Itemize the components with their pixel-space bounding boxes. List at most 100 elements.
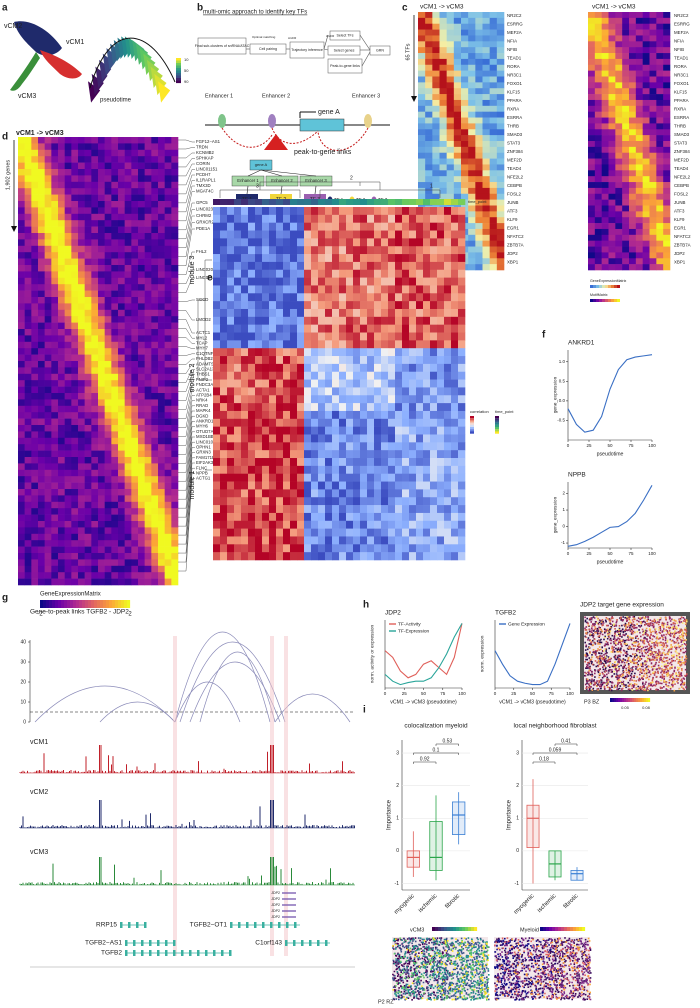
heatmap-cell — [290, 207, 298, 216]
heatmap-cell — [38, 226, 45, 234]
heatmap-cell — [663, 187, 671, 195]
heatmap-cell — [601, 146, 609, 154]
heatmap-cell — [111, 290, 119, 298]
x-tick-label: fibrotic — [563, 893, 580, 910]
heatmap-cell — [423, 426, 431, 435]
heatmap-cell — [444, 426, 452, 435]
heatmap-cell — [91, 258, 99, 266]
heatmap-cell — [241, 379, 249, 388]
heatmap-cell — [451, 481, 459, 490]
heatmap-cell — [124, 201, 132, 208]
heatmap-cell — [269, 481, 277, 490]
heatmap-cell — [311, 293, 319, 302]
heatmap-cell — [24, 194, 32, 202]
heatmap-cell — [339, 403, 347, 412]
heatmap-cell — [98, 265, 105, 272]
heatmap-cell — [269, 316, 277, 325]
heatmap-cell — [663, 53, 671, 60]
heatmap-cell — [64, 489, 72, 496]
heatmap-cell — [353, 293, 361, 302]
heatmap-cell — [51, 181, 59, 189]
heatmap-cell — [622, 158, 630, 165]
heatmap-cell — [111, 540, 119, 547]
heatmap-cell — [663, 152, 671, 159]
heatmap-cell — [98, 527, 105, 535]
heatmap-cell — [423, 395, 431, 404]
heatmap-cell — [608, 99, 616, 107]
heatmap-cell — [151, 559, 159, 567]
heatmap-cell — [453, 111, 462, 118]
heatmap-cell — [171, 137, 179, 144]
heatmap-cell — [44, 271, 52, 279]
label: JDP2 — [271, 915, 280, 919]
heatmap-cell — [111, 341, 119, 349]
heatmap-cell — [423, 332, 431, 341]
heatmap-cell — [416, 465, 424, 475]
heatmap-cell — [91, 309, 99, 317]
heatmap-cell — [71, 508, 79, 515]
heatmap-cell — [290, 395, 298, 404]
heatmap-cell — [409, 403, 417, 412]
heatmap-cell — [164, 143, 172, 151]
heatmap-cell — [31, 169, 39, 176]
heatmap-cell — [213, 285, 221, 294]
heatmap-cell — [269, 214, 277, 223]
heatmap-cell — [124, 137, 132, 144]
heatmap-cell — [262, 552, 270, 561]
heatmap-cell — [24, 233, 32, 240]
heatmap-cell — [269, 230, 277, 239]
heatmap-cell — [124, 290, 132, 298]
y-tick-label: 0.0 — [559, 398, 566, 403]
heatmap-cell — [144, 169, 152, 176]
heatmap-cell — [423, 222, 431, 231]
heatmap-cell — [629, 205, 637, 212]
heatmap-cell — [444, 512, 452, 522]
heatmap-cell — [458, 308, 466, 318]
heatmap-cell — [276, 324, 284, 333]
heatmap-cell — [24, 399, 32, 407]
heatmap-cell — [158, 412, 165, 419]
heatmap-cell — [374, 552, 382, 561]
heatmap-cell — [220, 442, 228, 451]
heatmap-cell — [381, 465, 389, 475]
heatmap-cell — [360, 254, 368, 263]
heatmap-cell — [325, 238, 333, 247]
heatmap-cell — [446, 164, 455, 171]
heatmap-cell — [124, 265, 132, 272]
heatmap-cell — [31, 271, 39, 279]
heatmap-cell — [234, 222, 242, 231]
heatmap-cell — [588, 211, 596, 218]
heatmap-cell — [104, 476, 112, 483]
heatmap-cell — [44, 297, 52, 304]
heatmap-cell — [91, 271, 99, 279]
heatmap-cell — [164, 450, 172, 458]
heatmap-cell — [311, 473, 319, 482]
heatmap-cell — [158, 239, 165, 247]
heatmap-cell — [213, 458, 221, 467]
gene-label: ZNF384 — [507, 149, 523, 154]
heatmap-cell — [425, 35, 433, 42]
heatmap-cell — [283, 450, 291, 459]
heatmap-cell — [151, 220, 159, 227]
heatmap-cell — [395, 230, 403, 239]
gene-label: MXD1BB — [196, 434, 214, 439]
heatmap-cell — [234, 512, 242, 522]
heatmap-cell — [131, 578, 139, 586]
heatmap-cell — [104, 271, 112, 279]
heatmap-cell — [138, 156, 145, 163]
heatmap-cell — [594, 146, 602, 154]
heatmap-cell — [151, 373, 159, 381]
heatmap-cell — [98, 418, 105, 426]
heatmap-cell — [444, 520, 452, 529]
heatmap-cell — [395, 371, 403, 380]
heatmap-cell — [423, 269, 431, 278]
heatmap-cell — [24, 546, 32, 554]
heatmap-cell — [622, 187, 630, 195]
heatmap-cell — [104, 540, 112, 547]
heatmap-cell — [227, 387, 235, 396]
heatmap-cell — [353, 450, 361, 459]
heatmap-cell — [241, 254, 249, 263]
heatmap-cell — [395, 512, 403, 522]
heatmap-cell — [489, 240, 498, 247]
heatmap-cell — [418, 47, 426, 54]
